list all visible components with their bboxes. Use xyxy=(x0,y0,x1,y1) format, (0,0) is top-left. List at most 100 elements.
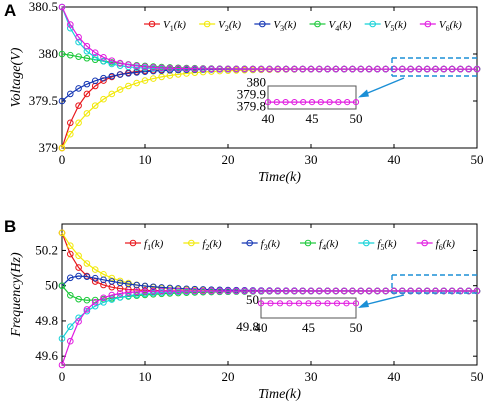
legend-item: f3(k) xyxy=(241,238,281,252)
legend-label-base: f xyxy=(261,238,266,250)
legend-marker xyxy=(188,239,195,247)
data-point xyxy=(399,65,406,73)
legend-label-base: V xyxy=(163,19,171,31)
data-point xyxy=(91,54,99,61)
x-tick-label: 40 xyxy=(388,369,401,384)
data-point xyxy=(241,65,248,73)
data-point xyxy=(141,288,149,295)
inset-x-tick-label: 45 xyxy=(306,111,319,126)
data-point xyxy=(465,65,473,73)
data-point xyxy=(365,287,373,295)
y-tick-label: 379.5 xyxy=(29,93,58,108)
legend-marker xyxy=(304,239,312,247)
data-point xyxy=(432,287,439,295)
data-point xyxy=(415,65,423,73)
data-point xyxy=(141,63,149,71)
legend-label: V1(k) xyxy=(163,19,186,33)
data-point xyxy=(316,287,323,295)
legend-label-arg: (k) xyxy=(394,19,407,31)
data-point xyxy=(158,287,165,295)
data-point xyxy=(125,61,132,69)
data-point xyxy=(224,287,232,295)
data-point xyxy=(100,95,107,103)
data-point xyxy=(382,287,390,295)
data-point xyxy=(423,287,431,295)
data-point xyxy=(374,65,381,73)
legend-label-base: f xyxy=(377,238,382,250)
data-point xyxy=(67,274,74,282)
x-tick-label: 10 xyxy=(139,152,152,167)
series-f6(k) xyxy=(58,287,481,369)
legend-label-sub: 2 xyxy=(205,243,209,252)
data-point xyxy=(108,296,116,303)
data-point xyxy=(116,71,124,78)
y-tick-label: 380 xyxy=(39,46,59,61)
data-point xyxy=(257,65,265,73)
legend-item: V6(k) xyxy=(419,19,462,33)
data-point xyxy=(75,38,82,46)
legend: f1(k) f2(k) f3(k) f4(k) f5(k) f6(k) xyxy=(120,230,472,256)
inset-point xyxy=(343,300,350,307)
data-point xyxy=(266,65,273,73)
data-point xyxy=(382,65,390,73)
data-point xyxy=(116,294,124,301)
inset-x-tick-label: 45 xyxy=(302,320,315,335)
legend-marker xyxy=(369,20,376,28)
legend-label: f4(k) xyxy=(319,238,339,252)
x-tick-label: 0 xyxy=(59,152,66,167)
legend-label: V5(k) xyxy=(384,19,407,33)
data-point xyxy=(141,77,149,84)
legend-label-arg: (k) xyxy=(443,238,456,250)
data-point xyxy=(100,54,107,61)
inset-point xyxy=(352,300,360,307)
data-point xyxy=(150,283,157,291)
data-point xyxy=(100,74,107,82)
data-point xyxy=(199,65,207,73)
legend-label-sub: 5 xyxy=(390,24,394,33)
legend-item: f6(k) xyxy=(416,238,456,252)
data-point xyxy=(83,110,91,117)
legend-label: f6(k) xyxy=(436,238,456,252)
data-point xyxy=(349,65,356,73)
data-point xyxy=(67,90,74,98)
data-point xyxy=(150,75,157,82)
series-V6(k) xyxy=(58,3,481,73)
data-point xyxy=(191,65,199,73)
legend-label-arg: (k) xyxy=(284,19,297,31)
zoom-arrow-line xyxy=(363,77,405,96)
data-point xyxy=(75,264,82,271)
legend-label-base: f xyxy=(202,238,207,250)
data-point xyxy=(257,287,265,295)
data-point xyxy=(374,287,381,295)
legend-item: f2(k) xyxy=(183,238,222,252)
inset-y-tick-label: 50 xyxy=(246,292,259,307)
data-point xyxy=(166,287,174,295)
inset-point xyxy=(295,300,303,307)
data-point xyxy=(166,64,174,72)
inset-x-tick-label: 50 xyxy=(350,320,363,335)
legend-label-sub: 1 xyxy=(147,243,151,252)
data-point xyxy=(274,65,282,73)
data-point xyxy=(457,65,464,73)
x-tick-label: 20 xyxy=(222,369,235,384)
data-point xyxy=(365,65,373,73)
y-tick-label: 379 xyxy=(39,140,59,155)
data-point xyxy=(100,299,107,306)
data-point xyxy=(282,287,290,295)
data-point xyxy=(208,287,215,295)
data-point xyxy=(208,65,215,73)
legend-marker xyxy=(246,239,253,247)
y-tick-label: 49.6 xyxy=(35,348,58,363)
legend-label-arg: (k) xyxy=(268,238,281,250)
inset-point xyxy=(282,99,289,106)
inset-point xyxy=(300,99,307,106)
x-tick-label: 20 xyxy=(222,152,235,167)
data-point xyxy=(108,90,116,98)
data-point xyxy=(91,49,99,56)
data-point xyxy=(125,280,132,288)
plot-frame xyxy=(61,223,478,366)
inset-y-tick-label: 379.8 xyxy=(237,99,266,114)
data-point xyxy=(75,119,82,127)
data-point xyxy=(91,302,99,310)
data-point xyxy=(75,53,82,60)
